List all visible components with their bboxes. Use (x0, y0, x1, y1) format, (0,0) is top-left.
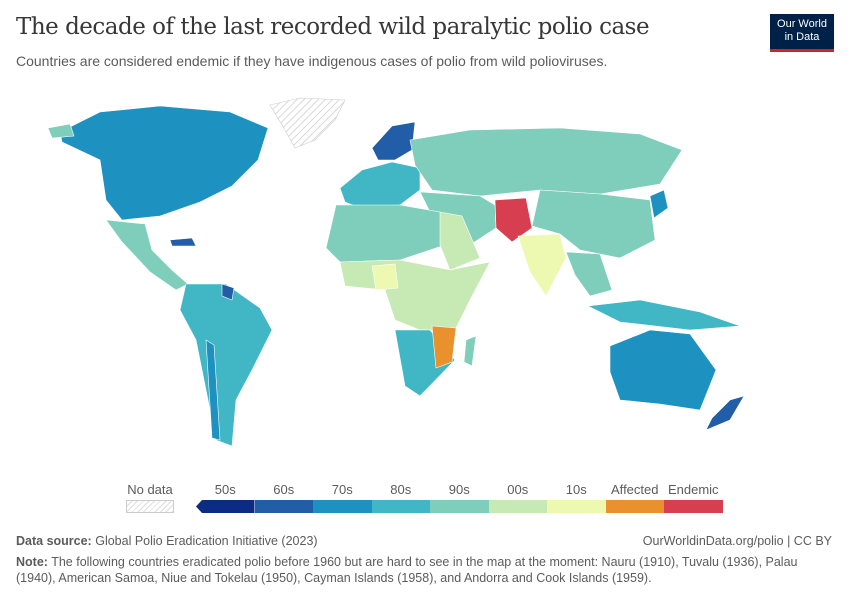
legend-label-90s: 90s (448, 482, 470, 497)
region-central-america[interactable] (105, 219, 189, 291)
region-madagascar[interactable] (463, 335, 477, 367)
data-source: Data source: Global Polio Eradication In… (16, 534, 318, 548)
region-guianas[interactable] (221, 283, 235, 301)
region-new-zealand[interactable] (705, 395, 745, 431)
region-india[interactable] (517, 233, 567, 297)
region-western-europe[interactable] (339, 161, 421, 209)
region-egypt-sudan[interactable] (439, 211, 481, 271)
legend-swatch-endemic[interactable] (664, 500, 723, 513)
owid-logo[interactable]: Our World in Data (770, 14, 834, 52)
region-australia[interactable] (609, 329, 717, 411)
legend-swatch-10s[interactable] (547, 500, 606, 513)
region-caribbean[interactable] (169, 237, 197, 247)
region-indonesia[interactable] (586, 299, 741, 331)
legend-label-00s: 00s (507, 482, 529, 497)
region-central-africa[interactable] (339, 259, 491, 331)
legend-label-80s: 80s (390, 482, 412, 497)
region-north-africa[interactable] (325, 204, 446, 263)
legend-label-endemic: Endemic (667, 482, 719, 497)
region-greenland[interactable] (269, 97, 346, 149)
legend-label-10s: 10s (565, 482, 587, 497)
region-russia[interactable] (409, 127, 683, 197)
region-nigeria[interactable] (371, 263, 399, 291)
legend-label-60s: 60s (273, 482, 295, 497)
legend-no-data-swatch (126, 500, 174, 513)
region-scandinavia[interactable] (371, 121, 416, 161)
region-southeast-asia[interactable] (565, 251, 613, 297)
region-north-america[interactable] (59, 105, 269, 221)
source-url-link[interactable]: OurWorldinData.org/polio | CC BY (642, 534, 832, 548)
legend-label-affected: Affected (611, 482, 659, 497)
legend-label-70s: 70s (331, 482, 353, 497)
region-mozambique[interactable] (431, 325, 457, 369)
legend-swatch-90s[interactable] (430, 500, 489, 513)
region-japan[interactable] (649, 189, 669, 219)
legend-swatch-50s[interactable] (196, 500, 255, 513)
region-alaska-islands[interactable] (47, 123, 75, 139)
chart-subtitle: Countries are considered endemic if they… (16, 53, 608, 69)
legend-swatch-00s[interactable] (488, 500, 547, 513)
legend-no-data-label: No data (127, 482, 173, 497)
chart-note: Note: The following countries eradicated… (16, 555, 798, 585)
region-south-america[interactable] (179, 283, 273, 447)
legend-swatch-60s[interactable] (254, 500, 313, 513)
legend-swatch-affected[interactable] (605, 500, 664, 513)
map-legend: No data 50s 60s 70s 80s 90s 00s 10s Affected End… (0, 482, 850, 518)
legend-label-50s: 50s (214, 482, 236, 497)
world-map (47, 97, 745, 447)
region-china[interactable] (531, 189, 656, 259)
legend-swatch-70s[interactable] (313, 500, 372, 513)
legend-swatch-80s[interactable] (371, 500, 430, 513)
region-afghanistan-pakistan[interactable] (494, 197, 533, 243)
region-chile[interactable] (205, 339, 221, 441)
chart-title: The decade of the last recorded wild par… (16, 14, 650, 40)
